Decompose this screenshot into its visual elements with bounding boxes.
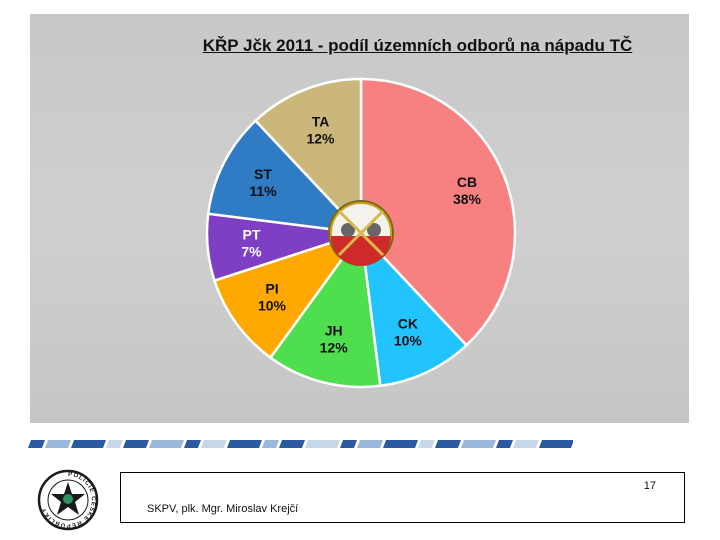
stripe-segment (279, 440, 305, 448)
police-badge-icon: POLICIE ČESKÉ REPUBLIKY (37, 469, 99, 531)
stripe-segment (539, 440, 573, 448)
slice-value-ta: 12% (306, 131, 335, 147)
stripe-segment (71, 440, 106, 448)
footer-box: 17 SKPV, plk. Mgr. Miroslav Krejčí (120, 472, 685, 523)
center-emblem-icon (328, 200, 394, 266)
chart-title: KŘP Jčk 2011 - podíl územních odborů na … (202, 36, 633, 55)
slice-label-ck: CK (398, 316, 418, 332)
stripe-segment (184, 440, 201, 448)
stripe-segment (201, 440, 227, 448)
slice-value-jh: 12% (320, 340, 349, 356)
stripe-segment (45, 440, 71, 448)
pie-slice-ck (359, 229, 469, 388)
pie-slice-pi (212, 230, 365, 360)
page-number: 17 (643, 480, 656, 492)
slice-label-cb: CB (457, 174, 477, 190)
decorative-stripe (28, 440, 573, 448)
stripe-segment (305, 440, 340, 448)
stripe-segment (149, 440, 184, 448)
stripe-segment (461, 440, 496, 448)
stripe-segment (340, 440, 357, 448)
slice-value-cb: 38% (453, 191, 482, 207)
pie-slice-jh (268, 229, 382, 389)
stripe-segment (106, 440, 123, 448)
stripe-segment (227, 440, 262, 448)
pie-slice-ta (253, 77, 363, 237)
slice-label-jh: JH (325, 323, 343, 339)
slice-value-st: 11% (249, 183, 277, 199)
pie-slice-cb (359, 77, 517, 348)
stripe-segment (513, 440, 539, 448)
slice-value-ck: 10% (394, 333, 423, 349)
stripe-segment (496, 440, 513, 448)
slice-label-ta: TA (312, 114, 330, 130)
slice-label-pt: PT (243, 226, 261, 242)
slice-value-pi: 10% (258, 298, 287, 314)
stripe-segment (28, 440, 45, 448)
footer-author: SKPV, plk. Mgr. Miroslav Krejčí (147, 503, 299, 515)
slice-label-st: ST (254, 166, 272, 182)
stripe-segment (383, 440, 418, 448)
stripe-segment (357, 440, 383, 448)
stripe-segment (435, 440, 461, 448)
stripe-segment (123, 440, 149, 448)
stripe-segment (418, 440, 435, 448)
stripe-segment (262, 440, 279, 448)
slice-label-pi: PI (265, 281, 278, 297)
slice-value-pt: 7% (241, 243, 262, 259)
pie-slice-st (206, 118, 365, 235)
